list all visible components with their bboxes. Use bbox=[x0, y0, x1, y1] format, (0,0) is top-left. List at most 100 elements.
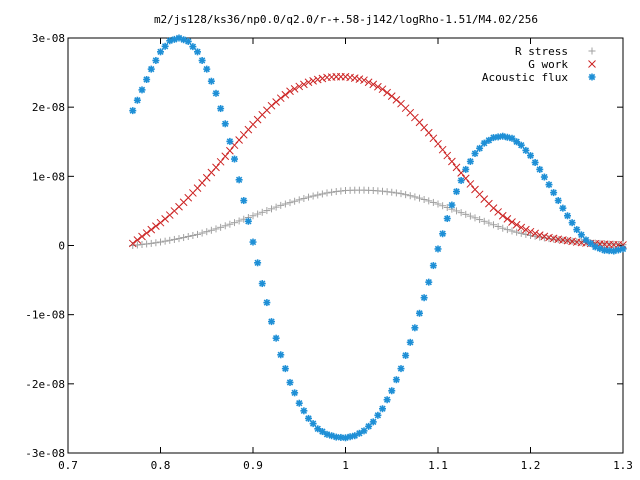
data-point bbox=[448, 201, 456, 209]
data-point bbox=[138, 232, 146, 241]
x-tick-label: 0.8 bbox=[151, 459, 171, 472]
data-point bbox=[231, 219, 238, 227]
data-point bbox=[203, 228, 211, 236]
data-point bbox=[517, 229, 525, 237]
x-tick-label: 1 bbox=[342, 459, 349, 472]
data-point bbox=[157, 48, 164, 56]
data-point bbox=[522, 146, 530, 154]
data-point bbox=[490, 134, 497, 142]
data-point bbox=[564, 212, 571, 220]
data-point bbox=[448, 157, 456, 166]
y-tick-label: 3e-08 bbox=[32, 32, 65, 45]
data-point bbox=[268, 205, 275, 213]
series-r-stress bbox=[129, 186, 627, 249]
data-point bbox=[318, 74, 327, 83]
data-point bbox=[471, 150, 479, 158]
data-point bbox=[142, 229, 151, 237]
data-point bbox=[207, 226, 215, 234]
data-point bbox=[309, 192, 317, 200]
data-point bbox=[485, 219, 493, 227]
x-tick-label: 1.1 bbox=[428, 459, 448, 472]
data-point bbox=[147, 239, 155, 247]
data-point bbox=[466, 180, 475, 188]
data-point bbox=[517, 141, 525, 149]
data-point bbox=[221, 152, 230, 161]
data-point bbox=[300, 80, 308, 89]
series-g-work bbox=[128, 72, 627, 249]
data-point bbox=[300, 194, 308, 202]
data-point bbox=[128, 239, 137, 248]
data-point bbox=[429, 198, 437, 206]
data-point bbox=[527, 152, 534, 160]
data-point bbox=[416, 309, 423, 317]
data-point bbox=[318, 190, 326, 198]
data-point bbox=[550, 189, 558, 197]
data-point bbox=[170, 235, 178, 243]
data-point bbox=[272, 334, 280, 342]
data-point bbox=[379, 187, 386, 195]
x-tick-label: 0.9 bbox=[243, 459, 263, 472]
data-point bbox=[545, 233, 553, 242]
data-point bbox=[453, 207, 460, 215]
data-point bbox=[392, 376, 400, 384]
data-point bbox=[314, 191, 322, 199]
data-point bbox=[143, 76, 151, 83]
data-point bbox=[226, 220, 234, 228]
data-point bbox=[540, 232, 549, 241]
data-point bbox=[268, 318, 275, 326]
data-point bbox=[295, 82, 304, 91]
x-tick-label: 1.3 bbox=[613, 459, 633, 472]
data-point bbox=[309, 77, 317, 85]
data-point bbox=[549, 234, 558, 243]
data-point bbox=[535, 231, 544, 239]
data-point bbox=[235, 217, 243, 225]
data-point bbox=[402, 351, 410, 359]
data-point bbox=[129, 107, 137, 115]
data-point bbox=[161, 215, 169, 223]
data-point bbox=[619, 245, 627, 253]
data-point bbox=[291, 197, 299, 205]
data-point bbox=[577, 231, 585, 239]
data-point bbox=[133, 241, 141, 249]
data-point bbox=[272, 98, 280, 106]
data-point bbox=[355, 75, 364, 84]
axes: 0.7 0.8 0.9 1 1.1 1.2 1.3 -3e-08 -2e-08 -1e-08 0 1e… bbox=[25, 32, 633, 472]
data-point bbox=[471, 214, 479, 222]
data-point bbox=[300, 407, 308, 415]
data-point bbox=[286, 378, 294, 386]
legend-label: Acoustic flux bbox=[482, 71, 568, 84]
data-point bbox=[406, 338, 414, 346]
data-point bbox=[429, 134, 438, 143]
data-point bbox=[480, 217, 488, 225]
data-point bbox=[133, 96, 141, 104]
data-point bbox=[365, 422, 373, 430]
data-point bbox=[540, 173, 548, 181]
data-point bbox=[374, 82, 382, 91]
y-tick-label: -1e-08 bbox=[25, 309, 65, 322]
x-tick-label: 0.7 bbox=[58, 459, 78, 472]
data-point bbox=[212, 163, 220, 172]
data-point bbox=[512, 220, 521, 229]
data-point bbox=[568, 219, 576, 227]
data-point bbox=[277, 201, 285, 209]
data-point bbox=[184, 37, 192, 45]
data-point bbox=[508, 227, 516, 235]
data-point bbox=[166, 236, 174, 244]
data-point bbox=[305, 193, 312, 201]
data-point bbox=[526, 227, 535, 236]
data-point bbox=[216, 157, 225, 166]
data-point bbox=[249, 212, 257, 220]
data-point bbox=[457, 169, 465, 177]
data-point bbox=[434, 139, 442, 148]
data-point bbox=[350, 74, 359, 82]
data-point bbox=[494, 208, 502, 216]
data-point bbox=[439, 202, 447, 210]
data-point bbox=[272, 203, 280, 211]
data-point bbox=[212, 89, 220, 97]
data-point bbox=[323, 189, 331, 197]
data-point bbox=[499, 224, 507, 232]
data-point bbox=[411, 324, 419, 332]
data-point bbox=[221, 120, 229, 128]
